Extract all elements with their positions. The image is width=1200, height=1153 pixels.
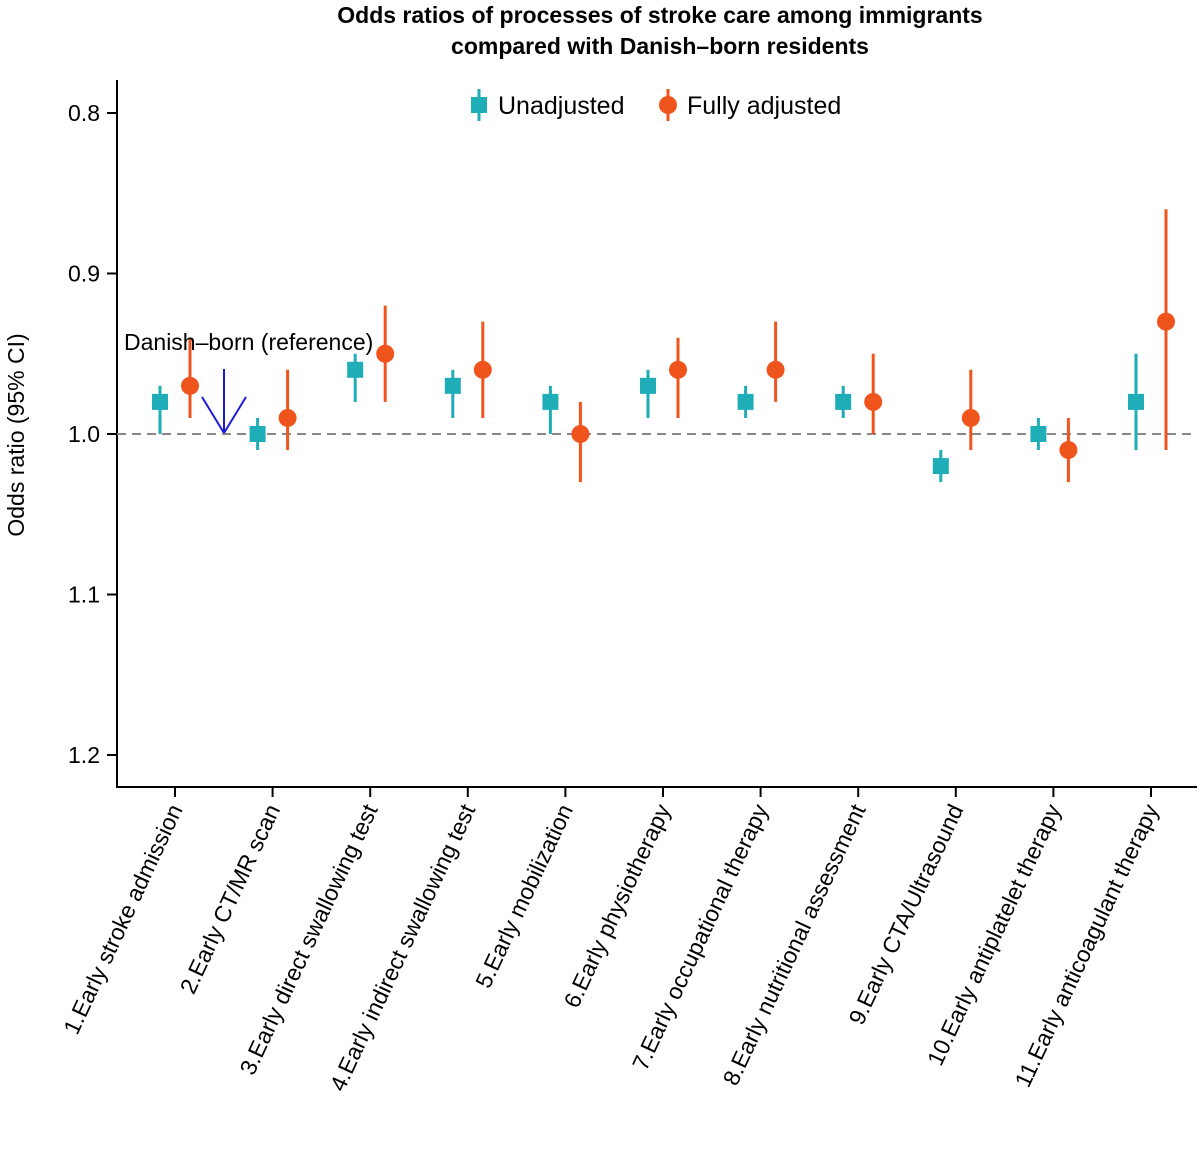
unadjusted-point — [737, 393, 754, 410]
adjusted-point — [278, 408, 297, 427]
unadjusted-point — [1128, 393, 1144, 410]
adjusted-point — [864, 392, 883, 411]
adjusted-point — [961, 408, 980, 427]
unadjusted-point — [444, 377, 461, 394]
reference-annotation-text: Danish–born (reference) — [124, 329, 373, 355]
adjusted-point — [181, 376, 199, 395]
unadjusted-point — [152, 393, 168, 410]
x-tick-label: 6.Early physiotherapy — [558, 800, 675, 1012]
unadjusted-point — [249, 426, 266, 442]
chart-title-line-2: compared with Danish–born residents — [451, 33, 869, 59]
legend-fully-adjusted-label: Fully adjusted — [687, 92, 841, 120]
x-tick-label: 9.Early CTA/Ultrasound — [843, 800, 968, 1028]
adjusted-point — [766, 360, 785, 379]
y-axis-label: Odds ratio (95% CI) — [3, 333, 29, 536]
adjusted-point — [473, 360, 492, 379]
legend-unadjusted-label: Unadjusted — [498, 92, 624, 120]
chart-title-line-1: Odds ratios of processes of stroke care … — [337, 2, 982, 28]
unadjusted-point — [542, 393, 559, 410]
reference-annotation: Danish–born (reference) — [124, 329, 373, 434]
y-tick-label: 0.8 — [68, 100, 100, 126]
x-tick-label: 1.Early stroke admission — [58, 800, 187, 1038]
unadjusted-point — [835, 393, 852, 410]
y-tick-label: 1.1 — [68, 582, 100, 608]
unadjusted-point — [347, 361, 364, 378]
x-tick-label: 5.Early mobilization — [470, 800, 578, 992]
legend: Unadjusted Fully adjusted — [471, 89, 841, 121]
adjusted-point — [669, 360, 687, 379]
unadjusted-point — [932, 458, 949, 475]
legend-fully-adjusted-marker — [659, 89, 677, 121]
adjusted-point — [571, 425, 590, 443]
adjusted-point — [1059, 441, 1078, 460]
y-tick-label: 0.9 — [68, 261, 100, 287]
x-tick-label: 2.Early CT/MR scan — [175, 800, 286, 997]
adjusted-point — [1157, 312, 1175, 331]
adjusted-point — [376, 344, 395, 363]
unadjusted-point — [640, 377, 656, 394]
legend-unadjusted-marker — [471, 89, 487, 121]
unadjusted-point — [1030, 426, 1047, 442]
y-tick-label: 1.2 — [68, 742, 100, 768]
reference-arrow — [201, 369, 247, 434]
y-tick-label: 1.0 — [68, 421, 100, 447]
